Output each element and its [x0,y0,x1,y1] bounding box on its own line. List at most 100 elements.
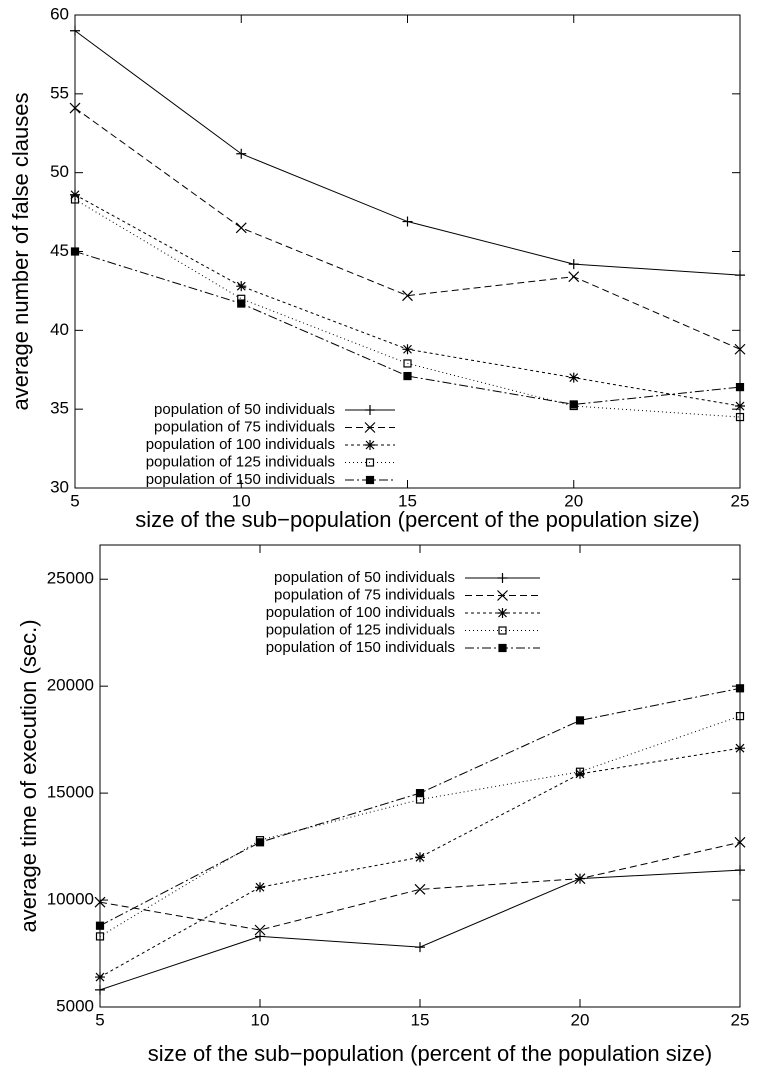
y-tick-label: 55 [50,83,69,102]
marker [95,984,105,995]
series-line [74,251,741,405]
x-tick-label: 15 [398,491,417,510]
y-axis-label: average time of execution (sec.) [16,619,41,932]
marker [365,458,375,467]
x-tick-label: 5 [95,1010,104,1029]
legend-label: population of 150 individuals [266,639,455,656]
marker [735,382,745,392]
y-tick-label: 40 [50,320,69,339]
marker [735,865,745,876]
marker [734,343,746,355]
marker [735,401,745,412]
marker [734,836,746,848]
marker [569,400,578,409]
marker [95,932,105,941]
marker [735,412,745,422]
marker [402,216,413,227]
y-tick-label: 10000 [47,890,94,909]
y-tick-label: 35 [50,399,69,418]
marker [403,359,412,368]
series-line [99,869,741,991]
y-tick-label: 45 [50,241,69,260]
y-tick-label: 15000 [47,783,94,802]
series-line [99,747,741,978]
marker [415,852,425,863]
marker [236,148,247,159]
marker [575,768,585,779]
marker [402,290,413,302]
marker [568,271,580,283]
marker [735,743,745,754]
marker [568,372,579,383]
legend-label: population of 150 individuals [146,471,335,488]
marker [365,475,375,485]
series-line [74,30,741,276]
series-line [74,199,741,418]
x-tick-label: 15 [411,1010,430,1029]
marker [236,281,247,292]
marker [575,767,585,776]
legend-label: population of 100 individuals [146,436,335,453]
y-axis-label: average number of false clauses [8,93,33,411]
marker [255,882,265,893]
legend-label: population of 50 individuals [274,569,455,586]
x-tick-label: 25 [731,1010,750,1029]
y-tick-label: 50 [50,162,69,181]
y-tick-label: 20000 [47,676,94,695]
marker [254,924,266,936]
x-tick-label: 5 [70,491,79,510]
marker [237,299,246,308]
marker [574,873,586,885]
x-tick-label: 20 [571,1010,590,1029]
y-tick-label: 5000 [56,996,94,1015]
marker [255,838,265,847]
marker [497,590,508,601]
marker [95,972,105,983]
legend-label: population of 125 individuals [266,621,455,638]
marker [255,931,265,942]
marker [95,921,105,930]
marker [70,195,80,204]
marker [414,883,426,895]
marker [403,371,412,381]
marker [498,626,507,635]
x-tick-label: 20 [564,491,583,510]
marker [70,25,80,36]
marker [70,247,80,256]
x-axis-label: size of the sub−population (percent of t… [135,507,699,532]
marker [235,222,247,234]
marker [415,789,425,798]
marker [69,102,81,114]
marker [364,422,376,433]
marker [575,716,585,725]
marker [70,189,80,200]
marker [735,270,745,281]
marker [365,405,375,415]
y-tick-label: 30 [50,477,69,496]
marker [735,712,745,721]
x-tick-label: 25 [731,491,750,510]
series-line [99,841,741,931]
series-line [99,715,741,937]
marker [497,573,508,583]
series-line [74,107,741,350]
x-axis-label: size of the sub−population (percent of t… [148,1041,712,1066]
legend-label: population of 75 individuals [154,418,335,435]
x-tick-label: 10 [232,491,251,510]
legend-label: population of 75 individuals [274,586,455,603]
marker [94,896,106,908]
legend-label: population of 50 individuals [154,401,335,418]
y-tick-label: 60 [50,4,69,23]
marker [415,942,425,953]
marker [365,440,375,450]
legend-label: population of 100 individuals [266,604,455,621]
marker [497,608,508,618]
marker [735,684,745,693]
marker [498,643,507,653]
marker [568,259,579,270]
legend-label: population of 125 individuals [146,453,335,470]
marker [402,344,413,355]
x-tick-label: 10 [251,1010,270,1029]
y-tick-label: 25000 [47,569,94,588]
